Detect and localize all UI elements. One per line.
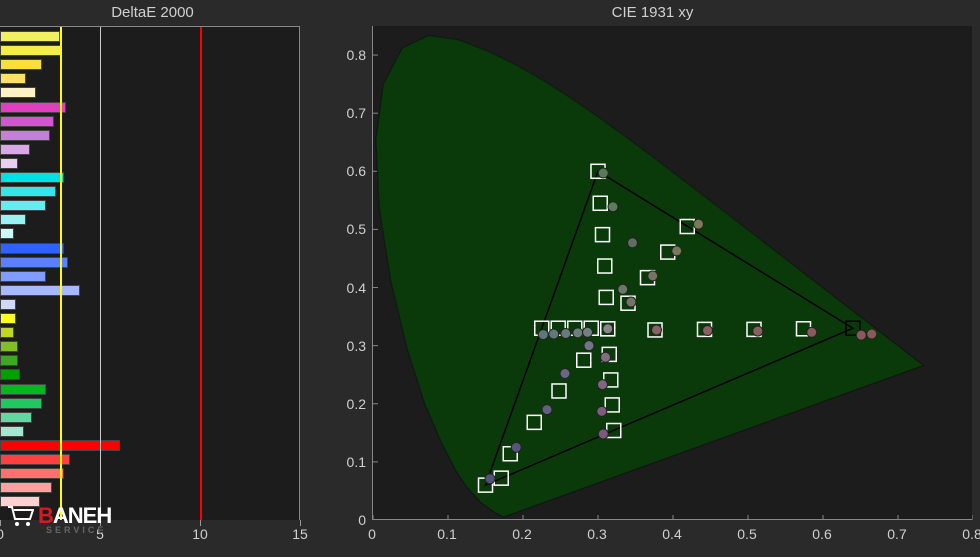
measurement-marker xyxy=(601,352,611,362)
deltae-bar xyxy=(0,186,56,197)
deltae-bar xyxy=(0,482,52,493)
deltae-bar xyxy=(0,341,18,352)
cart-icon xyxy=(6,505,34,527)
deltae-bar xyxy=(0,243,64,254)
cie-xtick-label: 0.1 xyxy=(437,526,456,542)
cie-ytick-label: 0 xyxy=(358,512,366,528)
deltae-bar xyxy=(0,200,46,211)
deltae-panel: DeltaE 2000 051015 xyxy=(0,0,305,557)
deltae-bar xyxy=(0,468,64,479)
deltae-xtick-label: 10 xyxy=(192,526,208,542)
cie-xtick-label: 0 xyxy=(368,526,376,542)
cie-xtick-label: 0.6 xyxy=(812,526,831,542)
deltae-bar xyxy=(0,214,26,225)
deltae-bar xyxy=(0,130,50,141)
measurement-marker xyxy=(584,341,594,351)
deltae-bar xyxy=(0,87,36,98)
measurement-marker xyxy=(672,246,682,256)
measurement-marker xyxy=(583,327,593,337)
cie-ytick-label: 0.1 xyxy=(347,454,366,470)
deltae-bar xyxy=(0,271,46,282)
deltae-bar xyxy=(0,398,42,409)
cie-ytick-label: 0.7 xyxy=(347,105,366,121)
measurement-marker xyxy=(538,330,548,340)
cie-ytick-label: 0.6 xyxy=(347,163,366,179)
deltae-bar xyxy=(0,228,14,239)
measurement-marker xyxy=(807,327,817,337)
deltae-xtick-label: 0 xyxy=(0,526,4,542)
cie-ytick-label: 0.2 xyxy=(347,396,366,412)
measurement-marker xyxy=(485,474,495,484)
deltae-threshold-line-red xyxy=(200,27,202,520)
cie-xtick-label: 0.8 xyxy=(962,526,980,542)
cie-ytick-label: 0.5 xyxy=(347,221,366,237)
deltae-bar xyxy=(0,45,62,56)
deltae-bar xyxy=(0,257,68,268)
measurement-marker xyxy=(867,329,877,339)
cie-title: CIE 1931 xy xyxy=(330,4,975,21)
deltae-xtick-label: 15 xyxy=(292,526,308,542)
measurement-marker xyxy=(694,219,704,229)
deltae-bar xyxy=(0,144,30,155)
watermark-subtext: SERVICE xyxy=(46,525,106,535)
cie-plot-area xyxy=(372,26,972,520)
deltae-plot-area xyxy=(0,26,300,520)
deltae-bar xyxy=(0,73,26,84)
cie-ytick-label: 0.8 xyxy=(347,47,366,63)
deltae-bar xyxy=(0,158,18,169)
measurement-marker xyxy=(618,284,628,294)
deltae-threshold-line-yellow xyxy=(60,27,62,520)
cie-xtick-label: 0.2 xyxy=(512,526,531,542)
deltae-bar xyxy=(0,102,66,113)
cie-xtick-label: 0.4 xyxy=(662,526,681,542)
measurement-marker xyxy=(753,326,763,336)
measurement-marker xyxy=(856,330,866,340)
cie-chart-svg xyxy=(373,26,973,520)
deltae-bar xyxy=(0,412,32,423)
deltae-bar xyxy=(0,172,64,183)
measurement-marker xyxy=(648,271,658,281)
measurement-marker xyxy=(561,328,571,338)
measurement-marker xyxy=(573,328,583,338)
measurement-marker xyxy=(703,326,713,336)
cie-panel: CIE 1931 xy 0 0.1 0.2 0.3 0.4 0.5 0.6 0.7 0.8 0 0… xyxy=(330,0,975,557)
deltae-bar xyxy=(0,369,20,380)
measurement-marker xyxy=(626,297,636,307)
measurement-marker xyxy=(511,442,521,452)
deltae-bar xyxy=(0,355,18,366)
cie-ytick-label: 0.3 xyxy=(347,338,366,354)
cie-xtick-label: 0.7 xyxy=(887,526,906,542)
measurement-marker xyxy=(542,405,552,415)
deltae-bar xyxy=(0,384,46,395)
measurement-marker xyxy=(628,238,638,248)
deltae-bar xyxy=(0,285,80,296)
cie-ytick-label: 0.4 xyxy=(347,280,366,296)
deltae-threshold-line-white xyxy=(100,27,101,520)
measurement-marker xyxy=(598,168,608,178)
deltae-bar xyxy=(0,116,54,127)
deltae-bar xyxy=(0,31,60,42)
app-root: DeltaE 2000 051015 CIE 1931 xy 00.10.20.… xyxy=(0,0,980,557)
deltae-bar xyxy=(0,327,14,338)
deltae-bar xyxy=(0,299,16,310)
measurement-marker xyxy=(652,325,662,335)
measurement-marker xyxy=(598,429,608,439)
cie-yaxis-labels: 00.10.20.30.40.50.60.70.8 xyxy=(330,26,370,520)
deltae-bar xyxy=(0,313,16,324)
measurement-marker xyxy=(560,369,570,379)
watermark-logo: BANEH SERVICE xyxy=(6,499,186,533)
measurement-marker xyxy=(549,329,559,339)
measurement-marker xyxy=(597,406,607,416)
deltae-bars-container xyxy=(0,27,300,521)
deltae-title: DeltaE 2000 xyxy=(0,4,305,21)
cie-xtick-label: 0.3 xyxy=(587,526,606,542)
cie-xaxis-labels: 00.10.20.30.40.50.60.70.8 xyxy=(372,524,972,548)
deltae-bar xyxy=(0,59,42,70)
measurement-marker xyxy=(598,380,608,390)
measurement-marker xyxy=(608,202,618,212)
measurement-marker xyxy=(603,324,613,334)
cie-xtick-label: 0.5 xyxy=(737,526,756,542)
deltae-bar xyxy=(0,426,24,437)
